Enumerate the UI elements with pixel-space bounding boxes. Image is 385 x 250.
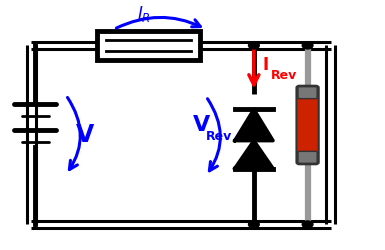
Text: V: V	[75, 123, 94, 147]
Text: Rev: Rev	[271, 69, 297, 82]
Circle shape	[302, 221, 313, 228]
FancyBboxPatch shape	[97, 30, 200, 60]
FancyBboxPatch shape	[296, 86, 319, 164]
Text: Rev: Rev	[206, 130, 232, 143]
Text: I: I	[262, 56, 268, 74]
Circle shape	[248, 42, 259, 49]
Polygon shape	[235, 109, 273, 141]
FancyBboxPatch shape	[298, 87, 317, 99]
Polygon shape	[235, 141, 273, 169]
Text: V: V	[192, 115, 210, 135]
FancyBboxPatch shape	[298, 151, 317, 163]
Circle shape	[302, 42, 313, 49]
Text: $I_R$: $I_R$	[137, 4, 151, 24]
Circle shape	[248, 221, 259, 228]
